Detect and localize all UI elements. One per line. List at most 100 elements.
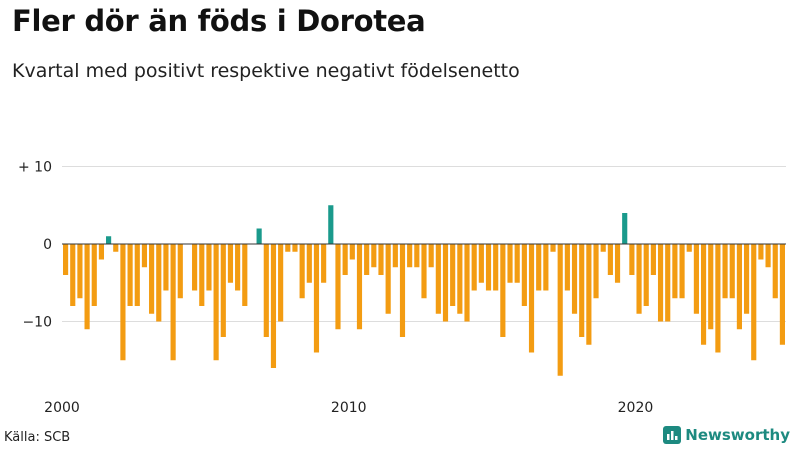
- bar-negative: [708, 244, 714, 330]
- bar-negative: [700, 244, 707, 345]
- bar-negative: [91, 244, 97, 306]
- bar-negative: [650, 244, 656, 275]
- bar-negative: [629, 244, 635, 275]
- bar-negative: [614, 244, 621, 283]
- bar-negative: [421, 244, 427, 299]
- newsworthy-logo[interactable]: Newsworthy: [663, 426, 790, 444]
- bar-negative: [313, 244, 320, 353]
- bar-negative: [141, 244, 148, 268]
- bar-positive: [622, 213, 628, 244]
- chart-title: Fler dör än föds i Dorotea: [12, 4, 426, 38]
- bar-negative: [292, 244, 298, 252]
- bar-negative: [349, 244, 355, 260]
- bar-negative: [528, 244, 535, 353]
- bar-negative: [428, 244, 434, 268]
- bar-negative: [77, 244, 83, 299]
- bar-negative: [392, 244, 398, 268]
- bar-negative: [399, 244, 406, 337]
- bar-negative: [722, 244, 728, 299]
- bar-negative: [521, 244, 527, 306]
- bar-chart-logo-icon: [663, 426, 682, 444]
- bar-negative: [120, 244, 126, 361]
- bar-negative: [693, 244, 699, 314]
- bar-negative: [751, 244, 757, 361]
- bar-negative: [127, 244, 133, 306]
- y-tick-label: + 10: [18, 160, 52, 176]
- x-tick-label: 2000: [44, 400, 80, 416]
- bar-negative: [478, 244, 484, 283]
- bar-negative: [356, 244, 363, 330]
- bar-negative: [321, 244, 327, 283]
- bar-negative: [586, 244, 592, 345]
- bar-negative: [715, 244, 721, 353]
- bar-negative: [113, 244, 119, 252]
- bar-negative: [407, 244, 413, 268]
- bar-negative: [607, 244, 613, 275]
- bar-negative: [450, 244, 456, 306]
- bar-negative: [192, 244, 198, 291]
- bar-positive: [106, 236, 112, 244]
- bar-negative: [636, 244, 642, 314]
- bar-negative: [543, 244, 549, 291]
- bar-negative: [263, 244, 269, 337]
- bar-negative: [163, 244, 169, 291]
- bar-negative: [493, 244, 499, 291]
- bar-negative: [550, 244, 556, 252]
- bar-negative: [736, 244, 742, 330]
- bar-negative: [156, 244, 162, 322]
- bar-negative: [235, 244, 241, 291]
- bar-negative: [70, 244, 76, 306]
- bar-negative: [84, 244, 90, 330]
- bar-negative: [743, 244, 750, 314]
- bar-negative: [299, 244, 305, 299]
- bar-negative: [371, 244, 377, 268]
- bar-negative: [270, 244, 277, 368]
- bar-negative: [571, 244, 578, 314]
- bar-negative: [306, 244, 312, 283]
- bar-negative: [514, 244, 520, 283]
- brand-name: Newsworthy: [685, 426, 790, 444]
- bar-negative: [686, 244, 692, 252]
- bars: [63, 205, 785, 376]
- bar-negative: [385, 244, 391, 314]
- source-note: Källa: SCB: [4, 430, 71, 445]
- bar-negative: [213, 244, 219, 361]
- bar-negative: [729, 244, 735, 299]
- bar-negative: [285, 244, 291, 252]
- bar-negative: [672, 244, 678, 299]
- bar-negative: [220, 244, 226, 337]
- y-tick-label: 0: [43, 237, 52, 253]
- bar-negative: [199, 244, 205, 306]
- bar-negative: [557, 244, 563, 376]
- bar-negative: [442, 244, 449, 322]
- bar-negative: [665, 244, 671, 322]
- bar-negative: [206, 244, 212, 291]
- y-axis-ticks: + 10 0 −10: [18, 160, 52, 331]
- bar-negative: [378, 244, 384, 275]
- bar-negative: [657, 244, 664, 322]
- bar-negative: [227, 244, 234, 283]
- bar-negative: [98, 244, 105, 260]
- y-tick-label: −10: [22, 315, 52, 331]
- bar-negative: [593, 244, 599, 299]
- bar-positive: [256, 228, 262, 244]
- bar-negative: [579, 244, 585, 337]
- bar-negative: [342, 244, 348, 275]
- bar-negative: [242, 244, 248, 306]
- bar-negative: [507, 244, 513, 283]
- bar-positive: [328, 205, 334, 244]
- bar-negative: [457, 244, 463, 314]
- bar-negative: [471, 244, 477, 291]
- x-axis-ticks: 2000 2010 2020: [44, 400, 653, 416]
- bar-negative: [485, 244, 492, 291]
- bar-negative: [364, 244, 370, 275]
- x-tick-label: 2020: [618, 400, 654, 416]
- bar-negative: [758, 244, 764, 260]
- bar-negative: [765, 244, 771, 268]
- bar-negative: [564, 244, 570, 291]
- bar-negative: [149, 244, 155, 314]
- bar-negative: [177, 244, 183, 299]
- bar-negative: [779, 244, 785, 345]
- bar-negative: [170, 244, 176, 361]
